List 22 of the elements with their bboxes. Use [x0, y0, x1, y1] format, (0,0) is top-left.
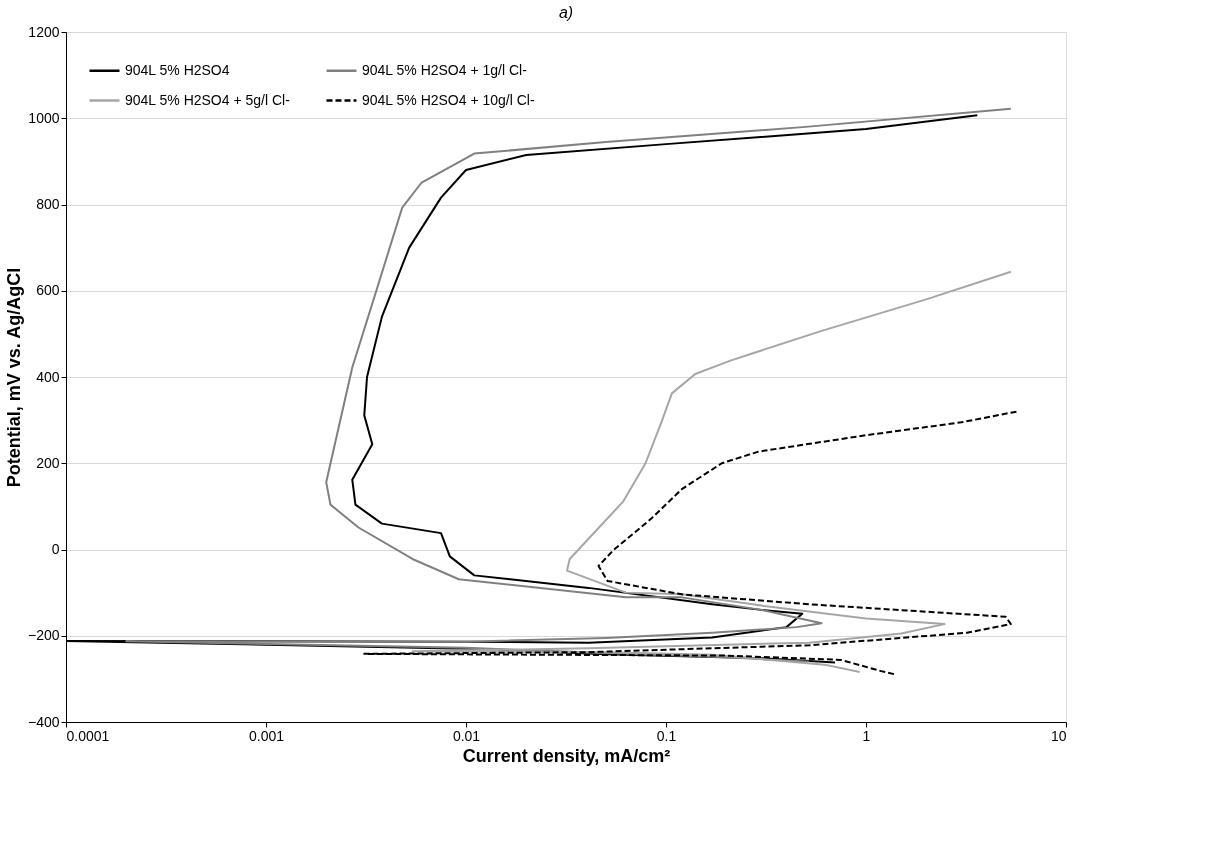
legend-label: 904L 5% H2SO4 + 10g/l Cl-: [362, 91, 535, 108]
legend-label: 904L 5% H2SO4 + 5g/l Cl-: [125, 91, 291, 108]
x-axis-title: Current density, mA/cm²: [462, 745, 671, 766]
y-tick-label: −200: [27, 627, 60, 644]
x-tick-label: 0.001: [248, 727, 285, 744]
y-tick-label: −400: [27, 713, 60, 730]
y-tick-label: 1000: [28, 109, 60, 126]
x-tick-label: 1: [862, 727, 871, 744]
y-axis-title: Potential, mV vs. Ag/AgCl: [3, 267, 24, 488]
legend-label: 904L 5% H2SO4: [125, 61, 230, 78]
legend-label: 904L 5% H2SO4 + 1g/l Cl-: [362, 61, 528, 78]
y-tick-label: 800: [36, 196, 60, 212]
y-tick-label: 0: [51, 541, 60, 557]
x-tick-label: 0.1: [656, 727, 677, 744]
chart-title: a): [558, 4, 574, 21]
y-tick-label: 200: [36, 454, 60, 471]
x-tick-label: 0.0001: [66, 727, 110, 744]
y-tick-label: 400: [36, 368, 60, 385]
x-tick-label: 0.01: [452, 727, 481, 744]
x-tick-label: 10: [1050, 727, 1067, 744]
y-tick-label: 1200: [28, 23, 60, 40]
y-tick-label: 600: [36, 282, 60, 299]
